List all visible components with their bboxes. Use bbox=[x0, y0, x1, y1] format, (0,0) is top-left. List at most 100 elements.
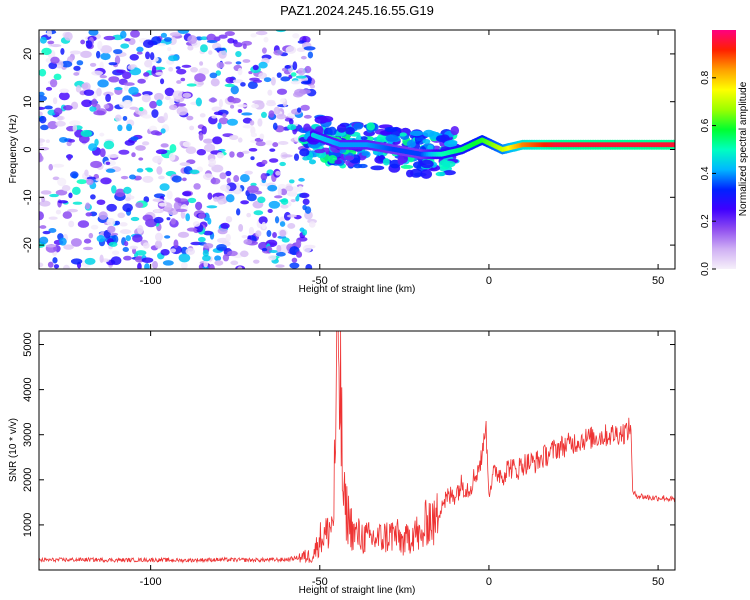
spectrogram-noise-blob bbox=[237, 104, 248, 108]
spectrogram-noise-blob bbox=[155, 71, 164, 76]
spectrogram-noise-blob bbox=[41, 47, 52, 56]
spectrogram-noise-blob bbox=[276, 88, 288, 95]
spectrogram-noise-blob bbox=[82, 246, 94, 251]
spectrogram-noise-blob bbox=[178, 253, 191, 263]
spectrogram-noise-blob bbox=[69, 50, 82, 55]
spectrogram-noise-blob bbox=[168, 55, 178, 62]
spectrogram-noise-blob bbox=[57, 200, 69, 204]
spectrogram-noise-blob bbox=[103, 140, 115, 150]
spectrogram-signal-blob bbox=[422, 129, 435, 138]
spectrogram-noise-blob bbox=[275, 170, 281, 176]
spectrogram-noise-blob bbox=[185, 247, 196, 256]
spectrogram-noise-blob bbox=[156, 99, 163, 107]
spectrogram-noise-blob bbox=[177, 231, 190, 238]
spectrogram-noise-blob bbox=[50, 43, 62, 48]
spectrogram-noise-blob bbox=[243, 239, 253, 245]
spectrogram-noise-blob bbox=[111, 185, 117, 194]
spectrogram-noise-blob bbox=[136, 46, 144, 53]
spectrogram-noise-blob bbox=[265, 101, 277, 107]
spectrogram-noise-blob bbox=[247, 185, 259, 193]
spectrogram-noise-blob bbox=[189, 125, 195, 131]
spectrogram-noise-blob bbox=[207, 192, 213, 200]
spectrogram-noise-blob bbox=[295, 75, 307, 79]
spectrogram-signal-blob bbox=[384, 126, 398, 133]
spectrogram-noise-blob bbox=[241, 234, 248, 239]
spectrogram-noise-blob bbox=[274, 216, 280, 224]
spectrogram-noise-blob bbox=[99, 254, 104, 263]
spectrogram-noise-blob bbox=[248, 226, 255, 236]
spectrogram-noise-blob bbox=[57, 177, 67, 187]
spectrogram-noise-blob bbox=[249, 120, 255, 126]
spectrogram-noise-blob bbox=[203, 242, 214, 249]
spectrogram-noise-blob bbox=[144, 263, 150, 269]
spectrogram-noise-blob bbox=[136, 51, 143, 55]
spectrogram-noise-blob bbox=[227, 250, 238, 257]
spectrogram-noise-blob bbox=[199, 113, 206, 118]
spectrogram-noise-blob bbox=[122, 115, 128, 121]
spectrogram-noise-blob bbox=[277, 141, 289, 145]
spectrogram-noise-blob bbox=[123, 186, 132, 194]
spectrogram-noise-blob bbox=[120, 43, 130, 49]
spectrogram-noise-blob bbox=[233, 175, 240, 183]
y-tick-label: 0 bbox=[22, 146, 34, 152]
spectrogram-noise-blob bbox=[75, 85, 82, 93]
spectrogram-noise-blob bbox=[216, 243, 227, 251]
spectrogram-noise-blob bbox=[129, 174, 137, 180]
spectrogram-noise-blob bbox=[63, 264, 70, 269]
spectrogram-noise-blob bbox=[119, 229, 132, 235]
spectrogram-noise-blob bbox=[56, 115, 65, 121]
spectrogram-noise-blob bbox=[288, 118, 294, 125]
y-tick-label: -10 bbox=[22, 189, 34, 205]
x-tick-label: 0 bbox=[486, 576, 492, 588]
spectrogram-noise-blob bbox=[268, 255, 277, 261]
spectrogram-noise-blob bbox=[287, 223, 296, 229]
spectrogram-noise-blob bbox=[202, 173, 214, 181]
spectrogram-noise-blob bbox=[299, 227, 305, 233]
spectrogram-noise-blob bbox=[279, 221, 286, 227]
spectrogram-noise-blob bbox=[122, 71, 132, 80]
spectrogram-noise-blob bbox=[96, 235, 106, 243]
spectrogram-signal-blob bbox=[443, 170, 456, 176]
spectrogram-noise-blob bbox=[94, 138, 99, 146]
spectrogram-noise-blob bbox=[182, 191, 192, 197]
spectrogram-noise-blob bbox=[214, 47, 226, 51]
spectrogram-noise-blob bbox=[203, 260, 209, 268]
spectrogram-noise-blob bbox=[284, 65, 291, 69]
spectrogram-noise-blob bbox=[141, 94, 151, 103]
spectrogram-noise-blob bbox=[154, 92, 164, 102]
spectrogram-noise-blob bbox=[91, 98, 98, 108]
x-tick-label: -100 bbox=[140, 275, 162, 287]
colorbar-tick-label: 0.6 bbox=[700, 118, 711, 132]
spectrogram-noise-blob bbox=[116, 69, 126, 74]
spectrogram-noise-blob bbox=[59, 237, 67, 246]
spectrogram-noise-blob bbox=[113, 49, 123, 55]
spectrogram-noise-blob bbox=[250, 156, 255, 161]
spectrogram-noise-blob bbox=[263, 77, 272, 83]
spectrogram-noise-blob bbox=[39, 106, 46, 111]
spectrogram-noise-blob bbox=[208, 97, 218, 103]
x-tick-label: -50 bbox=[312, 576, 328, 588]
spectrogram-noise-blob bbox=[255, 141, 266, 147]
spectrogram-noise-blob bbox=[239, 250, 249, 258]
x-tick-label: 50 bbox=[652, 275, 664, 287]
spectrogram-signal-blob bbox=[400, 164, 414, 169]
spectrogram-noise-blob bbox=[275, 264, 285, 268]
spectrogram-noise-blob bbox=[105, 161, 111, 165]
spectrogram-noise-blob bbox=[236, 151, 244, 158]
spectrogram-noise-blob bbox=[197, 81, 204, 86]
spectrogram-noise-blob bbox=[55, 209, 62, 215]
spectrogram-noise-blob bbox=[267, 208, 273, 214]
spectrogram-signal-blob bbox=[422, 138, 431, 144]
spectrogram-noise-blob bbox=[180, 77, 186, 82]
spectrogram-noise-blob bbox=[170, 218, 176, 225]
spectrogram-noise-blob bbox=[130, 136, 139, 141]
spectrogram-signal-blob bbox=[382, 158, 390, 166]
spectrogram-noise-blob bbox=[202, 254, 211, 262]
spectrogram-noise-blob bbox=[258, 72, 268, 80]
spectrogram-noise-blob bbox=[218, 200, 224, 205]
spectrogram-noise-blob bbox=[276, 113, 287, 120]
spectrogram-noise-blob bbox=[68, 220, 75, 228]
spectrogram-noise-blob bbox=[44, 105, 53, 110]
y-tick-label: 10 bbox=[22, 96, 34, 108]
